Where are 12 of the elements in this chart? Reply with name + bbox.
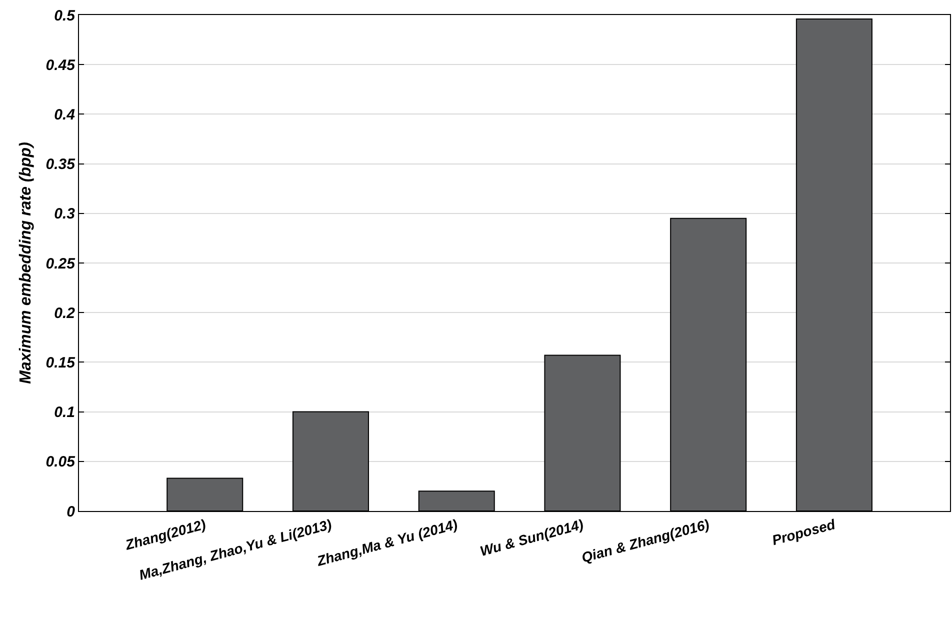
y-tick-label: 0.15 xyxy=(46,354,76,372)
y-tick-label: 0.35 xyxy=(46,156,76,174)
y-tick-label: 0.25 xyxy=(46,255,76,272)
y-tick-label: 0.45 xyxy=(46,56,76,74)
y-tick-label: 0.1 xyxy=(54,404,75,422)
y-axis-title: Maximum embedding rate (bpp) xyxy=(18,142,35,384)
y-tick-label: 0.05 xyxy=(46,454,76,471)
y-tick-label: 0.3 xyxy=(54,206,76,223)
y-tick-label: 0.2 xyxy=(54,304,76,322)
y-tick-label: 0.5 xyxy=(54,7,76,24)
y-tick-label: 0.4 xyxy=(54,106,76,124)
y-tick-label: 0 xyxy=(66,503,76,520)
